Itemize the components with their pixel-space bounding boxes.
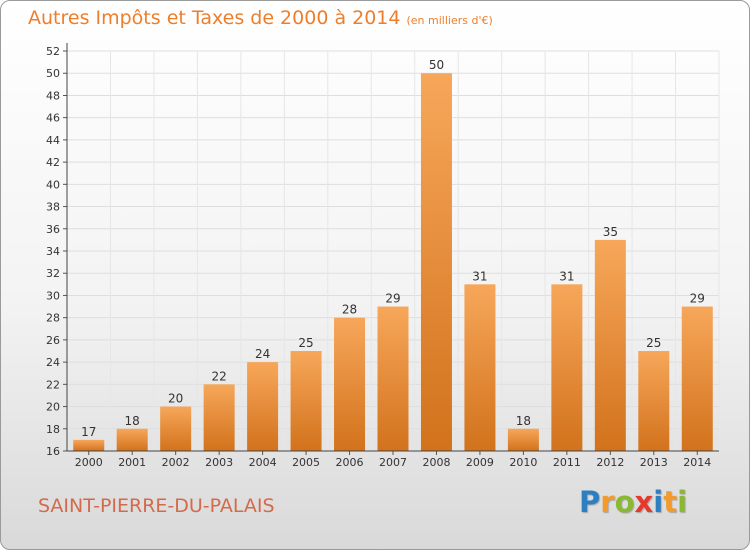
bar — [247, 362, 279, 451]
bar — [638, 351, 670, 451]
bar-value-label: 18 — [125, 414, 140, 428]
proxiti-logo: Proxiti — [579, 485, 687, 519]
bar — [334, 317, 366, 451]
bar-value-label: 24 — [255, 347, 270, 361]
y-tick-label: 44 — [46, 134, 60, 147]
bar-value-label: 20 — [168, 392, 183, 406]
bar — [290, 351, 322, 451]
chart-title-text: Autres Impôts et Taxes de 2000 à 2014 — [28, 7, 401, 29]
bar-value-label: 50 — [429, 58, 444, 72]
x-tick-label: 2000 — [75, 456, 103, 469]
bar-value-label: 31 — [472, 269, 487, 283]
y-tick-label: 24 — [46, 356, 60, 369]
bar-value-label: 31 — [559, 269, 574, 283]
bar-value-label: 22 — [211, 369, 226, 383]
chart-title: Autres Impôts et Taxes de 2000 à 2014 (en… — [28, 7, 493, 29]
y-tick-label: 26 — [46, 334, 60, 347]
bar-value-label: 25 — [646, 336, 661, 350]
y-tick-label: 42 — [46, 156, 60, 169]
y-tick-label: 22 — [46, 378, 60, 391]
x-tick-label: 2003 — [205, 456, 233, 469]
x-tick-label: 2014 — [683, 456, 711, 469]
y-tick-label: 32 — [46, 267, 60, 280]
bar — [116, 428, 148, 451]
logo-letter: t — [663, 485, 678, 519]
bar — [420, 73, 452, 451]
logo-letter: P — [579, 485, 601, 519]
bar-value-label: 29 — [690, 292, 705, 306]
bar — [73, 439, 105, 451]
y-tick-label: 50 — [46, 67, 60, 80]
x-tick-label: 2011 — [553, 456, 581, 469]
x-tick-label: 2006 — [336, 456, 364, 469]
x-tick-label: 2004 — [249, 456, 277, 469]
chart-unit: (en milliers d'€) — [406, 14, 493, 27]
x-tick-label: 2010 — [509, 456, 537, 469]
bar — [507, 428, 539, 451]
x-tick-label: 2013 — [640, 456, 668, 469]
y-tick-label: 28 — [46, 312, 60, 325]
bar — [464, 284, 496, 451]
bar-value-label: 17 — [81, 425, 96, 439]
x-tick-label: 2008 — [422, 456, 450, 469]
bar — [681, 306, 713, 451]
bar-value-label: 28 — [342, 303, 357, 317]
x-tick-label: 2002 — [162, 456, 190, 469]
logo-letter: i — [653, 485, 664, 519]
logo-letter: o — [614, 485, 635, 519]
bar — [551, 284, 583, 451]
bar-value-label: 29 — [385, 292, 400, 306]
y-tick-label: 38 — [46, 201, 60, 214]
y-tick-label: 20 — [46, 401, 60, 414]
y-tick-label: 48 — [46, 89, 60, 102]
y-tick-label: 18 — [46, 423, 60, 436]
bar — [594, 239, 626, 451]
bar — [203, 384, 235, 451]
y-tick-label: 46 — [46, 112, 60, 125]
x-tick-label: 2012 — [596, 456, 624, 469]
logo-letter: i — [677, 485, 688, 519]
y-tick-label: 30 — [46, 289, 60, 302]
x-tick-label: 2009 — [466, 456, 494, 469]
y-tick-label: 36 — [46, 223, 60, 236]
bar — [160, 406, 192, 451]
bar — [377, 306, 409, 451]
x-tick-label: 2007 — [379, 456, 407, 469]
y-tick-label: 40 — [46, 178, 60, 191]
logo-letter: r — [600, 485, 615, 519]
x-tick-label: 2005 — [292, 456, 320, 469]
bar-value-label: 35 — [603, 225, 618, 239]
x-tick-label: 2001 — [118, 456, 146, 469]
commune-name: SAINT-PIERRE-DU-PALAIS — [38, 495, 275, 517]
y-tick-label: 34 — [46, 245, 60, 258]
y-tick-label: 52 — [46, 45, 60, 58]
y-tick-label: 16 — [46, 445, 60, 458]
bar-value-label: 25 — [298, 336, 313, 350]
bar-value-label: 18 — [516, 414, 531, 428]
logo-letter: x — [634, 485, 654, 519]
